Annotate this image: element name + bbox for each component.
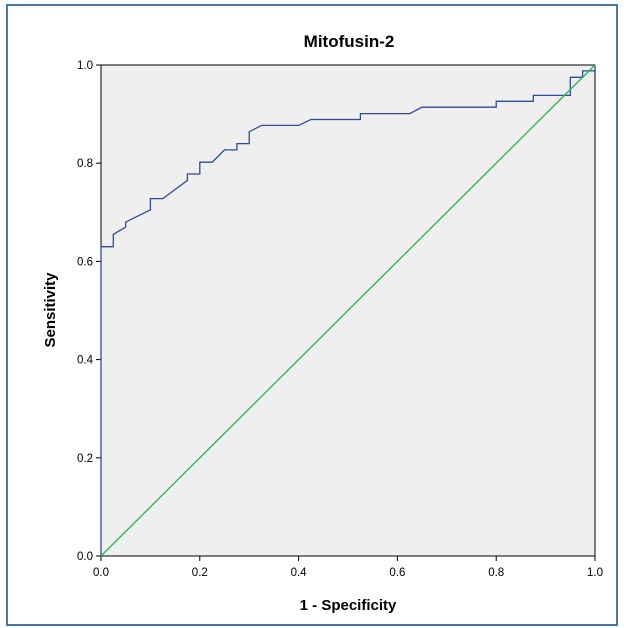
chart-title: Mitofusin-2 — [304, 32, 395, 51]
y-tick-label: 0.4 — [77, 355, 94, 367]
x-tick-label: 1.0 — [587, 567, 603, 579]
y-axis-label: Sensitivity — [42, 272, 59, 348]
axis-ticks: 0.0 0.2 0.4 0.6 0.8 1.0 0.0 0.2 0.4 0.6 0.8 1.0 — [77, 60, 603, 579]
y-tick-label: 0.8 — [77, 158, 93, 170]
y-tick-label: 0.6 — [77, 256, 93, 268]
x-tick-label: 0.2 — [192, 567, 208, 579]
y-tick-label: 0.0 — [77, 551, 93, 563]
reference-line — [100, 64, 596, 557]
x-tick-label: 0.6 — [389, 567, 405, 579]
x-tick-label: 0.4 — [291, 567, 308, 579]
x-tick-label: 0.0 — [93, 567, 109, 579]
x-tick-label: 0.8 — [488, 567, 504, 579]
y-tick-label: 1.0 — [77, 60, 93, 72]
y-tick-label: 0.2 — [77, 453, 93, 465]
series-layer — [100, 64, 596, 557]
x-axis-label: 1 - Specificity — [300, 597, 397, 614]
roc-curve-line — [100, 65, 596, 556]
